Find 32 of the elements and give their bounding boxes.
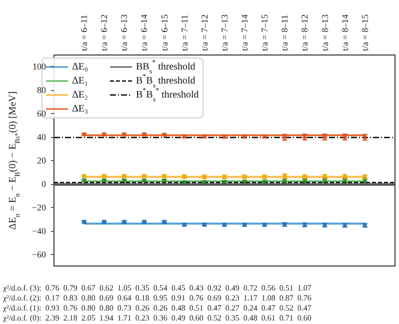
x-tick-label: t/a = 7–13 — [219, 14, 230, 51]
x-tick-label: t/a = 8–14 — [340, 14, 350, 51]
y-tick-label: −40 — [32, 226, 46, 236]
x-tick-label: t/a = 8–11 — [280, 14, 290, 51]
x-tick-label: t/a = 7–12 — [199, 14, 210, 51]
x-tick-label: t/a = 7–14 — [240, 14, 250, 51]
y-tick-label: −60 — [32, 249, 46, 260]
y-tick-label: 40 — [36, 132, 46, 142]
x-tick-label: t/a = 6–15 — [159, 14, 170, 51]
x-tick-label: t/a = 7–11 — [179, 14, 190, 51]
legend-label: ΔE₃ — [72, 104, 88, 114]
legend-label: ΔE₀ — [72, 62, 89, 72]
x-tick-label: t/a = 7–15 — [260, 14, 270, 51]
x-tick-label: t/a = 8–13 — [320, 14, 330, 51]
x-tick-label: t/a = 6–14 — [139, 14, 150, 51]
legend-label: ΔE₁ — [72, 76, 88, 86]
x-tick-label: t/a = 6–13 — [119, 14, 130, 51]
y-tick-label: 100 — [32, 62, 46, 72]
x-tick-label: t/a = 6–12 — [99, 14, 110, 51]
legend-label: ΔE₂ — [72, 90, 88, 100]
y-tick-label: 0 — [41, 178, 46, 189]
text: χ²/d.o.f. (0): 2.39 2.18 2.05 1.94 1.71 0.23 0.36 0.49 0.60 0.52 0.35 0.48 0.61 0.71 0.60 — [2, 314, 312, 322]
y-tick-label: 20 — [36, 156, 46, 166]
x-tick-label: t/a = 8–15 — [360, 14, 370, 51]
x-tick-label: t/a = 6–11 — [79, 14, 90, 51]
x-tick-label: t/a = 8–12 — [300, 14, 310, 51]
y-tick-label: −20 — [32, 202, 46, 212]
y-tick-label: 60 — [36, 108, 46, 119]
text: χ²/d.o.f. (2): 0.17 0.83 0.80 0.69 0.64 0.18 0.95 0.91 0.76 0.69 0.23 1.17 1.08 0.87 0.76 — [2, 294, 312, 302]
text: χ²/d.o.f. (3): 0.76 0.79 0.67 0.62 1.05 0.35 0.54 0.45 0.43 0.92 0.49 0.72 0.56 0.51 1.07 — [2, 284, 312, 292]
y-tick-label: 80 — [36, 85, 46, 96]
text: χ²/d.o.f. (1): 0.93 0.76 0.80 0.80 0.73 0.26 0.26 0.48 0.51 0.47 0.27 0.24 0.47 0.52 0.47 — [2, 304, 312, 312]
